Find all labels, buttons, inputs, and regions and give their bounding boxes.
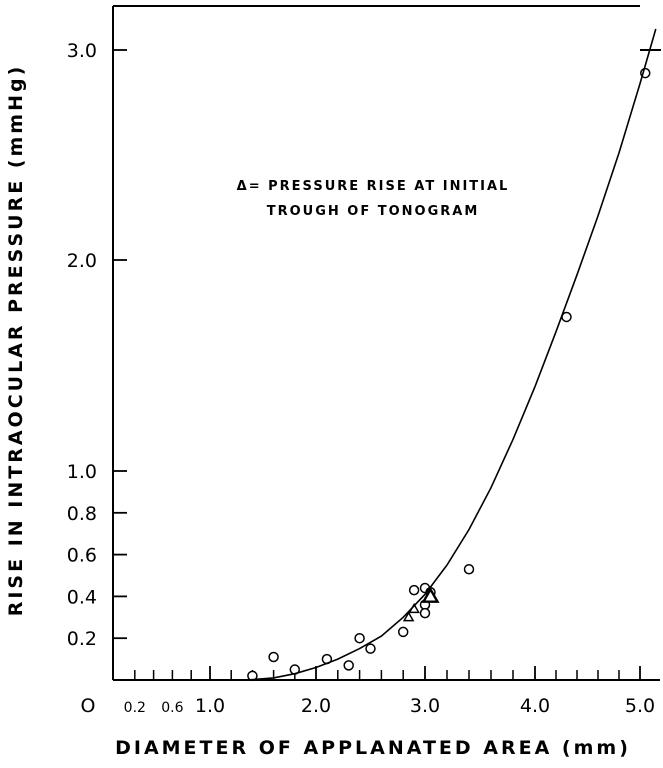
data-point-circle [419,607,431,619]
fit-curve [247,28,657,681]
data-point-circle [463,563,475,575]
y-tick-label: 0.4 [67,586,97,608]
x-tick-label: 0.6 [161,700,183,716]
annotation-line-2: TROUGH OF TONOGRAM [267,204,480,219]
data-point-circle [343,660,354,671]
data-point-circle [354,632,365,644]
annotation-line-1: Δ= PRESSURE RISE AT INITIAL [237,179,510,194]
y-tick-label: 0.8 [67,503,97,525]
chart-marks [247,28,657,682]
axes: O 0.2 0.6 1.0 2.0 3.0 4.0 5.0 0.2 0.4 0.6 0.8 1.0 2.0… [67,5,661,717]
data-point-triangle [402,611,415,622]
data-point-circle [408,584,420,596]
data-point-triangle [421,586,440,603]
x-tick-label: 0.2 [124,700,146,716]
y-tick-label: 1.0 [67,461,97,483]
y-tick-label: 2.0 [67,250,97,272]
data-point-circle [268,651,279,663]
x-tick-label: 5.0 [625,695,655,717]
x-tick-label: 2.0 [301,695,331,717]
x-axis-title: DIAMETER OF APPLANATED AREA (mm) [115,737,631,759]
y-tick-label: 0.2 [67,628,97,650]
x-tick-label: 4.0 [520,695,550,717]
x-tick-label: O [81,695,96,717]
x-tick-label: 3.0 [410,695,440,717]
data-point-circle [397,626,409,638]
y-axis-title: RISE IN INTRAOCULAR PRESSURE (mmHg) [5,64,27,617]
data-point-circle [365,643,376,654]
y-tick-label: 3.0 [67,40,97,62]
x-tick-label: 1.0 [195,695,225,717]
y-tick-label: 0.6 [67,545,97,567]
